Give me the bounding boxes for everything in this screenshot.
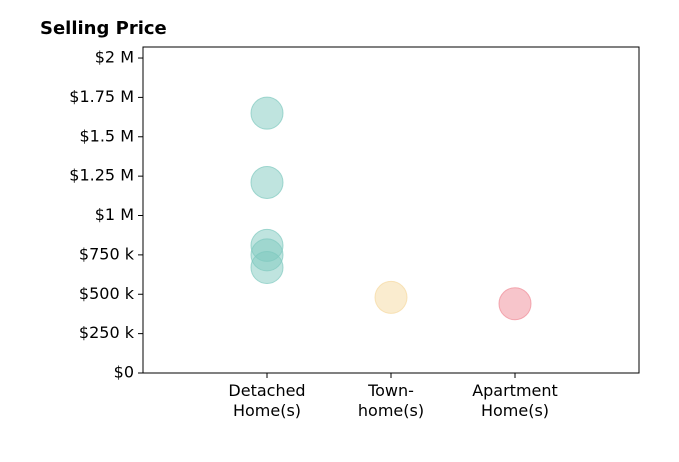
x-tick-label: Town- home(s) [357,381,425,420]
chart-title: Selling Price [40,18,167,39]
y-tick-label: $500 k [79,284,135,303]
y-tick-label: $2 M [95,48,134,67]
y-tick-label: $1.25 M [69,166,134,185]
y-tick-label: $1.5 M [79,126,134,145]
y-tick-label: $250 k [79,323,135,342]
x-tick-label: Detached Home(s) [228,381,306,420]
y-tick-label: $1 M [95,205,134,224]
point [250,250,284,284]
plot-frame [142,46,640,374]
point [498,287,532,321]
y-tick-label: $0 [114,363,134,382]
point [250,96,284,130]
x-tick-label: Apartment Home(s) [472,381,558,420]
point [250,165,284,199]
y-tick-label: $1.75 M [69,87,134,106]
point [374,280,408,314]
y-tick-label: $750 k [79,244,135,263]
